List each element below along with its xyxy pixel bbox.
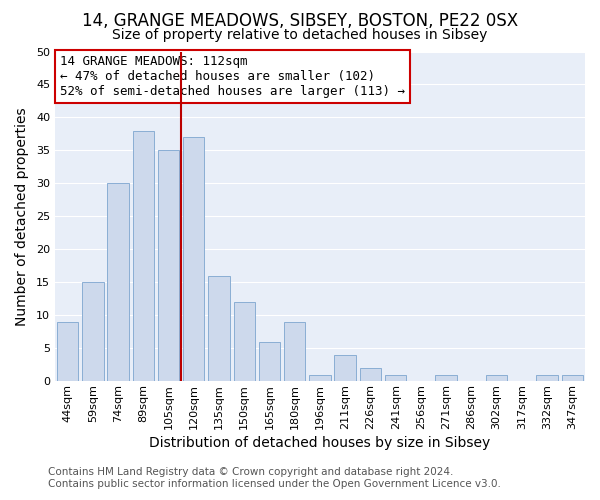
Text: Size of property relative to detached houses in Sibsey: Size of property relative to detached ho… [112, 28, 488, 42]
Bar [233, 302, 255, 382]
Bar [107, 184, 129, 382]
Text: 14, GRANGE MEADOWS, SIBSEY, BOSTON, PE22 0SX: 14, GRANGE MEADOWS, SIBSEY, BOSTON, PE22… [82, 12, 518, 30]
Bar [486, 374, 508, 382]
Bar [436, 374, 457, 382]
Bar [208, 276, 230, 382]
Bar [284, 322, 305, 382]
Bar [82, 282, 104, 382]
Bar [536, 374, 558, 382]
Bar [158, 150, 179, 382]
Bar [57, 322, 78, 382]
Bar [259, 342, 280, 382]
Bar [360, 368, 381, 382]
X-axis label: Distribution of detached houses by size in Sibsey: Distribution of detached houses by size … [149, 436, 491, 450]
Text: Contains HM Land Registry data © Crown copyright and database right 2024.
Contai: Contains HM Land Registry data © Crown c… [48, 468, 501, 489]
Bar [334, 355, 356, 382]
Bar [183, 137, 205, 382]
Y-axis label: Number of detached properties: Number of detached properties [15, 107, 29, 326]
Bar [133, 130, 154, 382]
Bar [562, 374, 583, 382]
Bar [309, 374, 331, 382]
Text: 14 GRANGE MEADOWS: 112sqm
← 47% of detached houses are smaller (102)
52% of semi: 14 GRANGE MEADOWS: 112sqm ← 47% of detac… [60, 55, 405, 98]
Bar [385, 374, 406, 382]
